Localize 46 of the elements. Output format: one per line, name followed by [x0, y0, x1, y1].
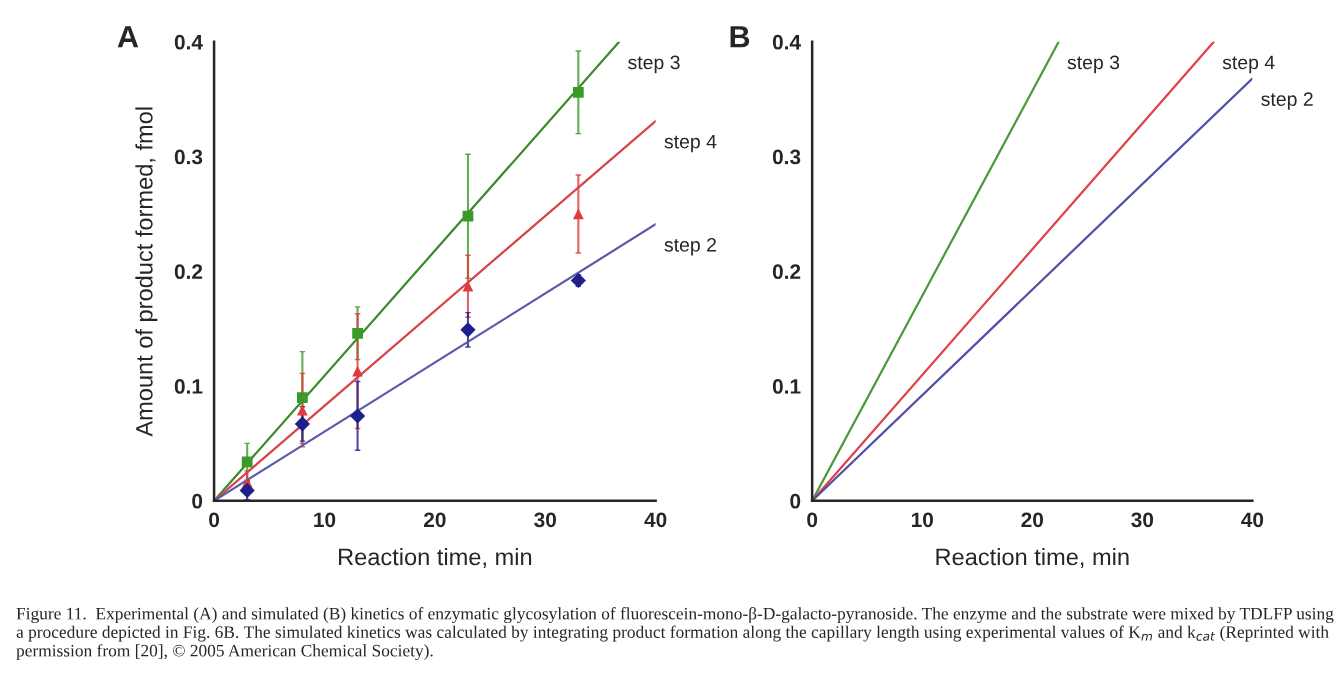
series-label: step 4: [1222, 55, 1275, 74]
y-tick-label: 0.2: [772, 264, 801, 280]
x-tick-label: 30: [1131, 512, 1154, 528]
point: [570, 272, 586, 289]
y-tick-label: 0.3: [772, 149, 801, 165]
series-label: step 4: [664, 134, 717, 153]
point: [297, 392, 308, 403]
y-tick-label: 0.3: [174, 149, 203, 165]
x-tick-label: 0: [807, 512, 818, 528]
x-tick-label: 20: [1021, 512, 1043, 528]
series-label: step 2: [664, 237, 716, 256]
y-tick-label: 0.4: [174, 34, 203, 50]
y-tick-label: 0: [790, 493, 801, 509]
chart-title: A: [117, 26, 139, 48]
y-tick-label: 0.1: [772, 379, 801, 394]
point: [462, 210, 474, 222]
series-label: step 2: [1261, 92, 1313, 110]
y-tick-label: 0.2: [174, 264, 203, 280]
y-tick-label: 0.1: [174, 379, 203, 394]
text: Figure 11. Experimental (A) and simulated (B) kinetics of enzymatic glycosylation of fluorescein-mono-β-D-galacto-pyranoside. The enzyme and the substrate were mixed by TDLFP using a procedure depicted in Fig. 6B. The simulated kinetics was calculated by integrating product formation along the capillary length using experimental values of K$_{m}$ and k$_{cat}$ (Reprinted with permission from [20], © 2005 American Chemical Society).: [16, 607, 1334, 661]
x-tick-label: 40: [644, 512, 667, 528]
chart-title: B: [730, 26, 750, 48]
x-tick-label: 10: [911, 512, 933, 528]
x-tick-label: 10: [314, 512, 336, 528]
point: [297, 404, 308, 416]
x-tick-label: 20: [423, 512, 446, 528]
point: [462, 280, 474, 292]
y-axis-title: Amount of product formed, fmol: [135, 107, 158, 437]
x-axis-title: Reaction time, min: [936, 547, 1129, 569]
y-tick-label: 0.4: [772, 34, 801, 50]
point: [572, 208, 584, 220]
series-label: step 3: [1067, 55, 1120, 74]
point: [352, 327, 363, 339]
y-tick-label: 0: [192, 493, 203, 509]
x-tick-label: 0: [209, 512, 220, 528]
point: [349, 408, 366, 424]
point: [294, 416, 310, 432]
point: [460, 322, 476, 338]
point: [239, 482, 255, 499]
point: [241, 456, 253, 468]
series-label: step 3: [628, 55, 680, 74]
x-tick-label: 30: [534, 512, 556, 528]
point: [352, 365, 363, 377]
point: [572, 86, 584, 98]
x-tick-label: 40: [1241, 512, 1264, 528]
x-axis-title: Reaction time, min: [339, 547, 532, 569]
